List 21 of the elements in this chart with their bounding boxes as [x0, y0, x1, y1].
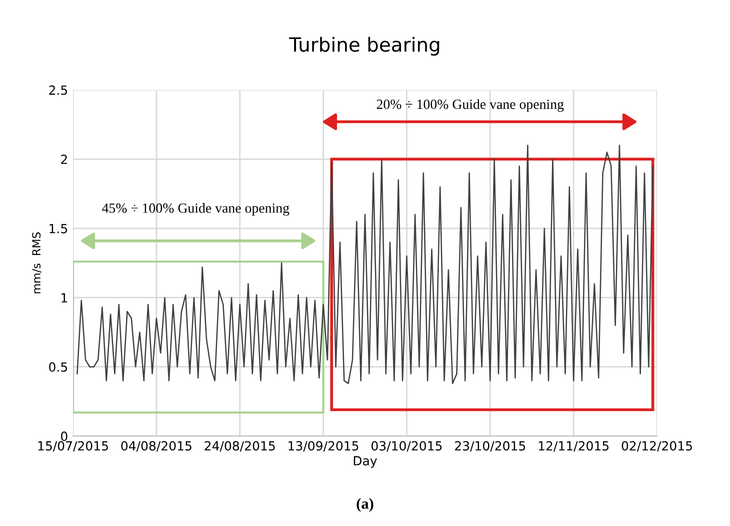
- x-tick-label: 03/10/2015: [372, 441, 442, 452]
- y-tick-label: 0: [61, 432, 68, 441]
- text: (a): [356, 498, 374, 512]
- x-tick-label: 24/08/2015: [204, 441, 275, 452]
- y-tick-label: 1: [62, 293, 67, 302]
- y-tick-label: 0.5: [49, 362, 68, 372]
- x-tick-label: 23/10/2015: [455, 441, 526, 452]
- chart-title: Turbine bearing: [289, 36, 440, 56]
- x-axis-title: Day: [354, 456, 377, 468]
- y-tick-label: 1.5: [50, 224, 68, 234]
- x-tick-label: 12/11/2015: [538, 441, 608, 452]
- y-tick-label: 2.5: [49, 85, 68, 95]
- x-tick-label: 15/07/2015: [38, 441, 108, 452]
- line-series: [76, 144, 654, 384]
- x-tick-label: 02/12/2015: [622, 441, 692, 452]
- y-axis-title: mm/s RMS: [32, 232, 42, 294]
- y-tick-label: 2: [61, 154, 67, 164]
- x-tick-label: 13/09/2015: [288, 441, 358, 452]
- x-tick-label: 04/08/2015: [121, 441, 192, 452]
- annotation: 20% ÷ 100% Guide vane opening: [376, 99, 564, 112]
- annotation: 45% ÷ 100% Guide vane opening: [102, 203, 290, 216]
